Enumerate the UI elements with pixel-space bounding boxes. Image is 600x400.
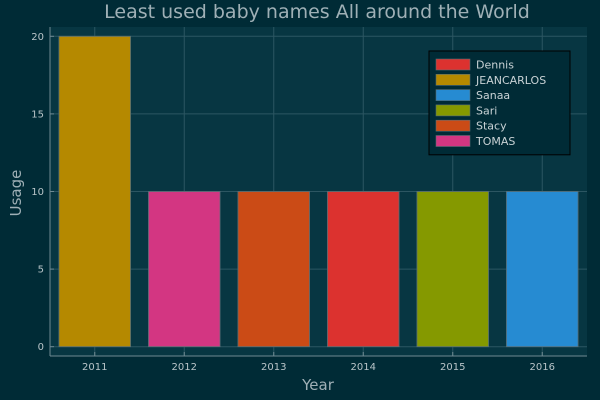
legend: Dennis JEANCARLOS Sanaa Sari Stacy TOMAS [428,50,571,156]
bars [58,35,579,348]
legend-label-Dennis: Dennis [476,59,514,72]
x-tick-label-2016: 2016 [530,362,555,373]
legend-swatch-Dennis [435,58,471,71]
legend-label-Sari: Sari [476,104,497,117]
x-tick-label-2013: 2013 [261,362,286,373]
bar-2011 [58,35,131,348]
legend-label-Sanaa: Sanaa [476,89,510,102]
y-tick-label-15: 15 [31,109,44,120]
legend-label-Stacy: Stacy [476,120,507,133]
x-tick-label-2011: 2011 [82,362,107,373]
legend-swatch-TOMAS [435,135,471,147]
bar-2012 [148,191,221,348]
bar-2015 [416,191,489,348]
x-tick-label-2014: 2014 [351,362,376,373]
y-tick-label-10: 10 [31,187,44,198]
chart-title: Least used baby names All around the Wor… [104,1,530,23]
legend-label-TOMAS: TOMAS [475,135,515,148]
y-tick-label-5: 5 [38,265,44,276]
legend-swatch-Sari [435,104,471,117]
y-tick-label-20: 20 [31,32,44,43]
x-tick-label-2015: 2015 [440,362,465,373]
x-tick-label-2012: 2012 [172,362,197,373]
bar-2014 [327,191,400,348]
y-ticks: 0 5 10 15 20 [31,32,54,353]
y-tick-label-0: 0 [38,342,44,353]
bar-2016 [506,191,579,348]
legend-label-JEANCARLOS: JEANCARLOS [475,74,546,87]
legend-swatch-JEANCARLOS [435,74,471,86]
y-axis-label: Usage [7,170,25,217]
legend-swatch-Sanaa [435,89,471,101]
legend-swatch-Stacy [435,119,471,132]
x-ticks: 2011 2012 2013 2014 2015 2016 [82,352,555,373]
bar-2013 [237,191,310,348]
x-axis-label: Year [301,376,335,394]
